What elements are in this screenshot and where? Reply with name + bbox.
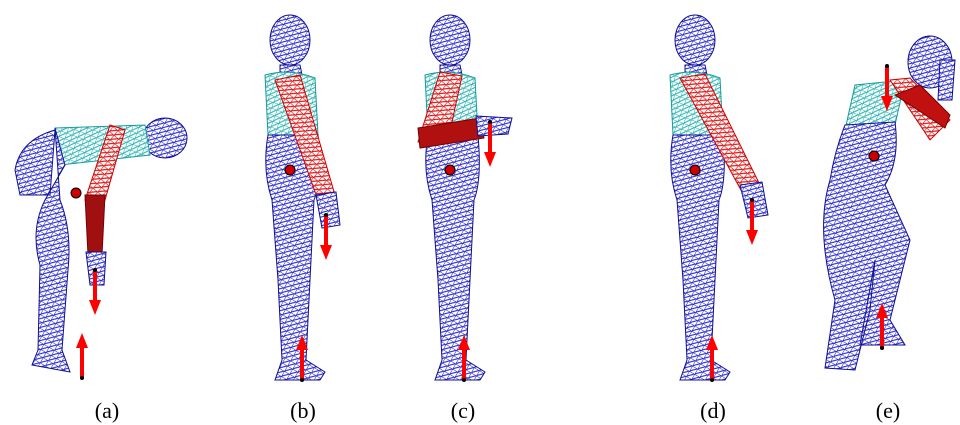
caption: (e) [876,398,900,423]
caption: (d) [700,398,726,423]
figure-b [265,15,340,382]
caption: (b) [290,398,316,423]
figure-d [670,15,768,382]
figure-a [15,118,187,380]
figure-c [418,15,512,382]
caption: (a) [95,398,119,423]
figure-e [824,36,955,370]
caption: (c) [451,398,475,423]
figure: (a) (b) (c) (d) (e) [0,0,960,425]
